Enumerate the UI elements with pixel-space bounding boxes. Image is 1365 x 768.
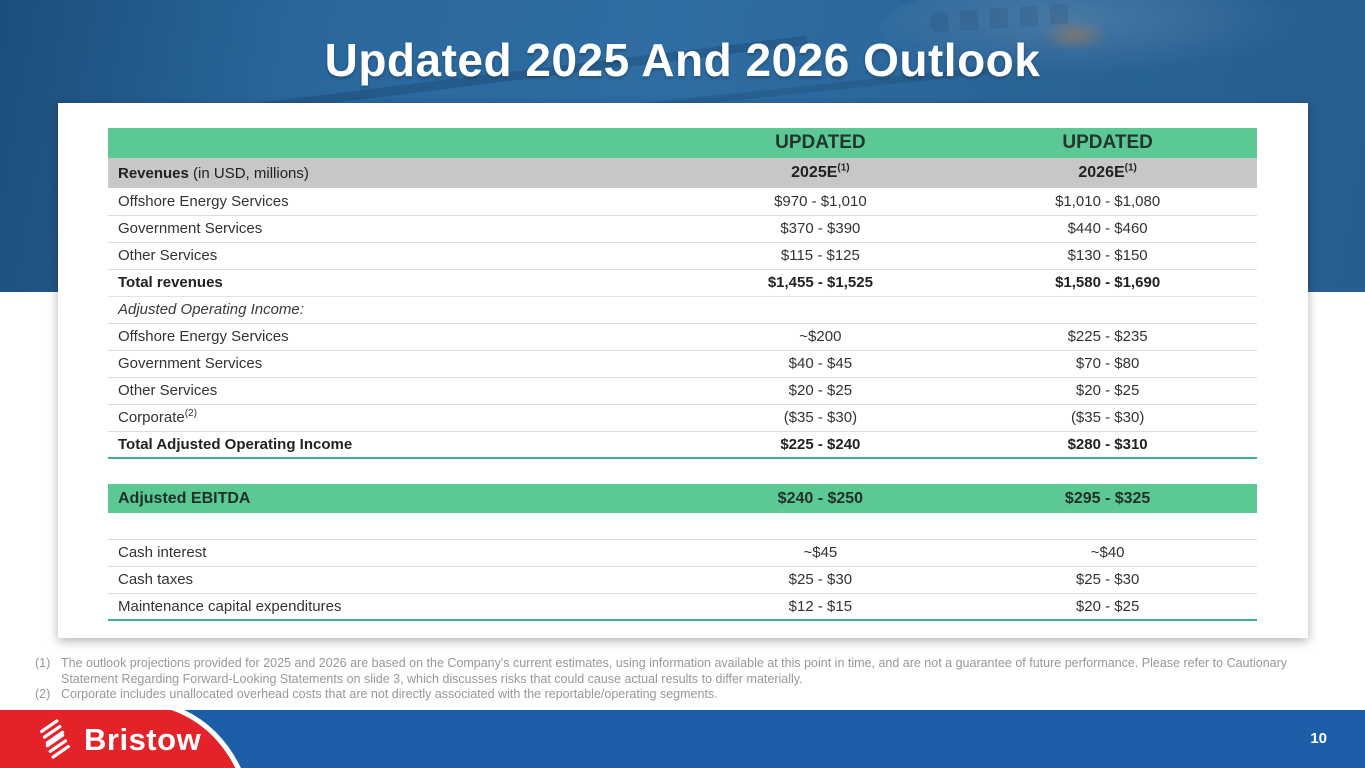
year-2026-label: 2026E xyxy=(1078,164,1125,181)
spacer-row xyxy=(108,458,1257,484)
row-label: Other Services xyxy=(108,242,683,270)
row-label: Total revenues xyxy=(108,268,683,297)
helicopter-background-image xyxy=(880,0,1300,75)
row-value-2026: $70 - $80 xyxy=(958,350,1257,378)
table-row-corporate: Corporate(2) ($35 - $30) ($35 - $30) xyxy=(108,404,1257,432)
content-card: UPDATED UPDATED Revenues (in USD, millio… xyxy=(58,103,1308,638)
corporate-label: Corporate xyxy=(118,409,185,426)
row-label: Offshore Energy Services xyxy=(108,323,683,351)
footnote-ref-1: (1) xyxy=(837,162,850,174)
table-row-adjusted-ebitda: Adjusted EBITDA $240 - $250 $295 - $325 xyxy=(108,484,1257,513)
header-updated-2025: UPDATED xyxy=(682,128,959,158)
header-empty-cell xyxy=(108,128,683,158)
footnote-ref-1: (1) xyxy=(1124,162,1137,174)
row-label: Adjusted EBITDA xyxy=(108,484,683,513)
row-label: Cash interest xyxy=(108,539,683,567)
row-value-2025: ~$200 xyxy=(682,323,959,351)
row-value-2025: $240 - $250 xyxy=(682,484,959,513)
row-label: Cash taxes xyxy=(108,566,683,594)
row-value-2026: $225 - $235 xyxy=(958,323,1257,351)
revenues-label: Revenues xyxy=(118,164,189,182)
table-header-year-row: Revenues (in USD, millions) 2025E(1) 202… xyxy=(108,158,1257,188)
row-value-2026 xyxy=(958,296,1257,324)
section-label: Adjusted Operating Income: xyxy=(108,296,683,324)
row-value-2026: $130 - $150 xyxy=(958,242,1257,270)
footnote-ref-2: (2) xyxy=(184,408,197,419)
table-row: Offshore Energy Services $970 - $1,010 $… xyxy=(108,188,1257,216)
year-2025-header-cell: 2025E(1) xyxy=(682,158,959,188)
revenues-units-label: (in USD, millions) xyxy=(188,164,309,182)
row-label: Offshore Energy Services xyxy=(108,188,683,216)
table-header-updated-row: UPDATED UPDATED xyxy=(108,128,1257,158)
row-value-2026: $280 - $310 xyxy=(958,430,1257,459)
footnote-1: (1) The outlook projections provided for… xyxy=(35,656,1327,687)
row-label: Other Services xyxy=(108,377,683,405)
table-row-total-adjusted-operating-income: Total Adjusted Operating Income $225 - $… xyxy=(108,430,1257,459)
footnote-marker: (2) xyxy=(35,687,51,701)
table-row: Other Services $20 - $25 $20 - $25 xyxy=(108,377,1257,405)
row-value-2025: $970 - $1,010 xyxy=(682,188,959,216)
row-label: Corporate(2) xyxy=(108,404,683,432)
page-number: 10 xyxy=(1310,730,1327,747)
table-row-total-revenues: Total revenues $1,455 - $1,525 $1,580 - … xyxy=(108,268,1257,297)
row-value-2025: $1,455 - $1,525 xyxy=(682,268,959,297)
outlook-table: UPDATED UPDATED Revenues (in USD, millio… xyxy=(108,128,1257,621)
revenues-header-cell: Revenues (in USD, millions) xyxy=(108,158,683,188)
year-2025-label: 2025E xyxy=(791,164,838,181)
row-value-2026: $295 - $325 xyxy=(958,484,1257,513)
year-2026-header-cell: 2026E(1) xyxy=(958,158,1257,188)
row-value-2025: $40 - $45 xyxy=(682,350,959,378)
row-value-2026: ~$40 xyxy=(958,539,1257,567)
bristow-logo: Bristow xyxy=(36,718,201,760)
table-row: Offshore Energy Services ~$200 $225 - $2… xyxy=(108,323,1257,351)
row-value-2026: ($35 - $30) xyxy=(958,404,1257,432)
row-value-2025 xyxy=(682,296,959,324)
footnote-2: (2) Corporate includes unallocated overh… xyxy=(35,687,1327,703)
footnote-text: Corporate includes unallocated overhead … xyxy=(61,687,718,701)
table-section-adjusted-operating-income: Adjusted Operating Income: xyxy=(108,296,1257,324)
row-label: Total Adjusted Operating Income xyxy=(108,430,683,459)
row-value-2026: $20 - $25 xyxy=(958,593,1257,621)
row-value-2025: $20 - $25 xyxy=(682,377,959,405)
page-title: Updated 2025 And 2026 Outlook xyxy=(324,34,1041,86)
footnote-text: The outlook projections provided for 202… xyxy=(61,656,1288,686)
row-value-2025: ~$45 xyxy=(682,539,959,567)
row-label: Government Services xyxy=(108,215,683,243)
row-value-2025: $25 - $30 xyxy=(682,566,959,594)
row-value-2025: $12 - $15 xyxy=(682,593,959,621)
table-row: Government Services $40 - $45 $70 - $80 xyxy=(108,350,1257,378)
bristow-rotor-icon xyxy=(40,719,70,759)
row-value-2026: $1,010 - $1,080 xyxy=(958,188,1257,216)
row-value-2025: $370 - $390 xyxy=(682,215,959,243)
row-value-2026: $440 - $460 xyxy=(958,215,1257,243)
row-label: Maintenance capital expenditures xyxy=(108,593,683,621)
table-row: Cash taxes $25 - $30 $25 - $30 xyxy=(108,566,1257,594)
row-value-2025: $225 - $240 xyxy=(682,430,959,459)
row-label: Government Services xyxy=(108,350,683,378)
footnote-marker: (1) xyxy=(35,656,51,670)
table-row: Government Services $370 - $390 $440 - $… xyxy=(108,215,1257,243)
table-row: Other Services $115 - $125 $130 - $150 xyxy=(108,242,1257,270)
helicopter-nose-detail xyxy=(1040,18,1110,52)
spacer-row xyxy=(108,513,1257,540)
row-value-2025: ($35 - $30) xyxy=(682,404,959,432)
row-value-2025: $115 - $125 xyxy=(682,242,959,270)
row-value-2026: $1,580 - $1,690 xyxy=(958,268,1257,297)
footnotes: (1) The outlook projections provided for… xyxy=(35,656,1327,703)
table-row: Cash interest ~$45 ~$40 xyxy=(108,539,1257,567)
table-row: Maintenance capital expenditures $12 - $… xyxy=(108,593,1257,621)
header-updated-2026: UPDATED xyxy=(958,128,1257,158)
bristow-wordmark: Bristow xyxy=(84,722,202,757)
footer-bar: Bristow 10 xyxy=(0,710,1365,768)
row-value-2026: $20 - $25 xyxy=(958,377,1257,405)
row-value-2026: $25 - $30 xyxy=(958,566,1257,594)
